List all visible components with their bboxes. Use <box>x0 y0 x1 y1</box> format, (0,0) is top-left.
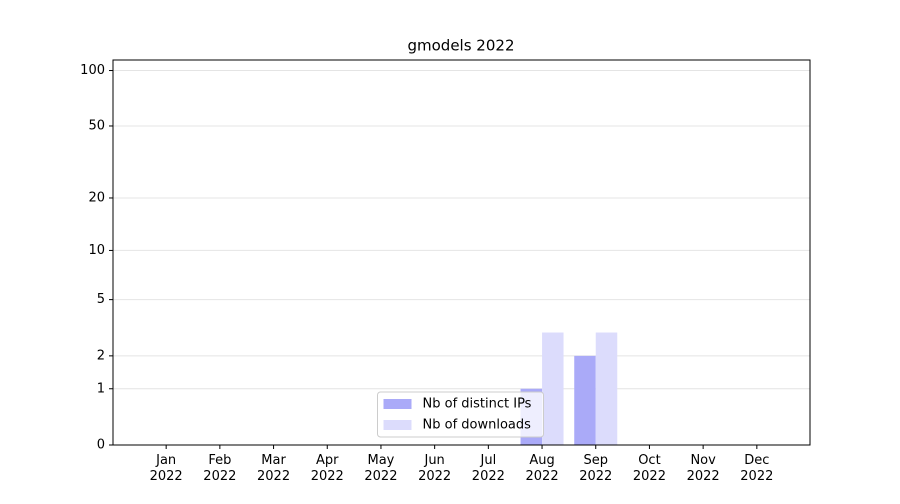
x-tick-label: Feb 2022 <box>203 453 237 484</box>
y-tick-label: 100 <box>80 63 105 78</box>
legend-swatch <box>383 420 412 430</box>
y-tick-label: 1 <box>97 381 105 396</box>
x-tick-label: Nov 2022 <box>686 453 720 484</box>
x-tick-label: Oct 2022 <box>632 453 666 484</box>
x-tick-label: Dec 2022 <box>740 453 774 484</box>
y-tick-label: 0 <box>97 438 105 453</box>
y-tick-label: 20 <box>88 190 105 205</box>
x-tick-label: Jul 2022 <box>471 453 505 484</box>
y-tick-label: 2 <box>97 348 105 363</box>
x-tick-label: Apr 2022 <box>310 453 344 484</box>
legend: Nb of distinct IPs Nb of downloads <box>377 391 544 438</box>
legend-label: Nb of downloads <box>423 418 532 433</box>
y-tick-label: 50 <box>88 118 105 133</box>
legend-label: Nb of distinct IPs <box>423 397 532 412</box>
y-tick-label: 5 <box>97 292 105 307</box>
legend-frame <box>377 391 544 438</box>
plot-frame <box>112 59 811 446</box>
x-tick-label: Jun 2022 <box>418 453 452 484</box>
x-tick-label: Mar 2022 <box>257 453 291 484</box>
bar <box>574 355 596 445</box>
legend-swatch <box>383 399 412 409</box>
y-tick-label: 10 <box>88 243 105 258</box>
x-tick-label: Aug 2022 <box>525 453 559 484</box>
bar <box>595 332 618 445</box>
x-tick-label: Jan 2022 <box>149 453 183 484</box>
x-tick-label: Sep 2022 <box>579 453 613 484</box>
x-tick-label: May 2022 <box>364 453 398 484</box>
bar <box>542 332 564 445</box>
chart-title: gmodels 2022 <box>408 37 515 55</box>
